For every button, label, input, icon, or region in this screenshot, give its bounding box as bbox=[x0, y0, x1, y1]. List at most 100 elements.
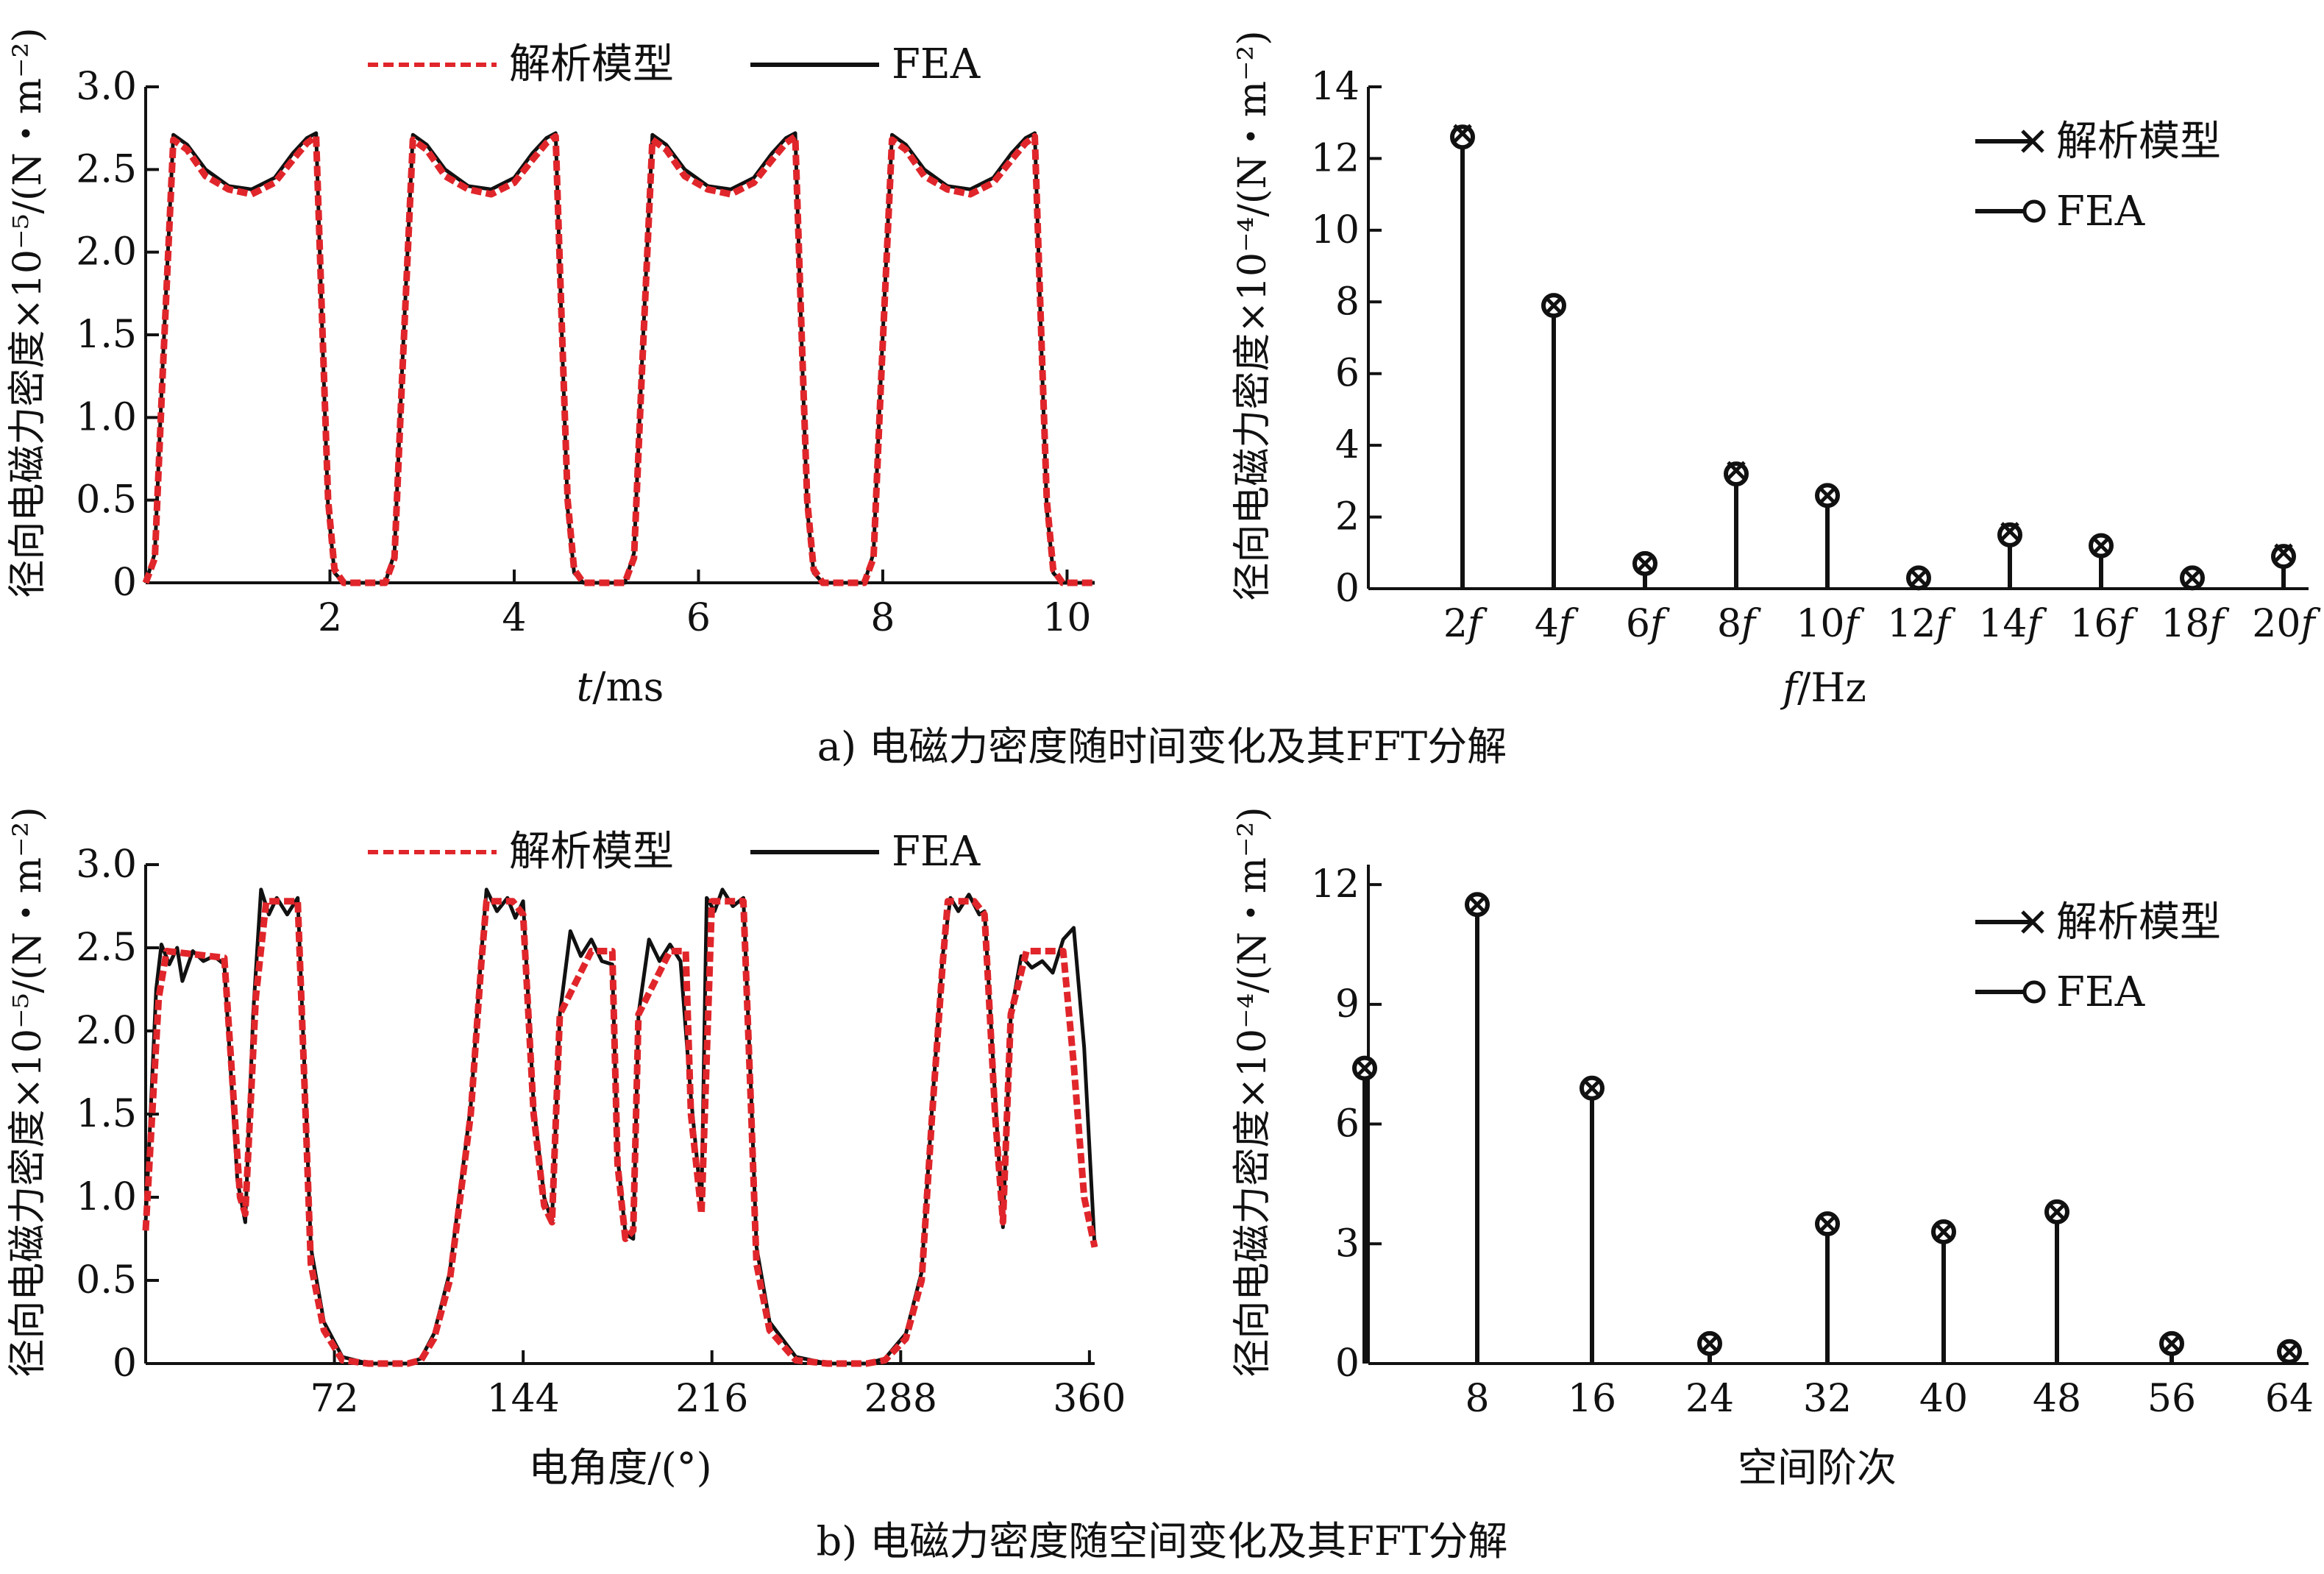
y-axis-label: 径向电磁力密度×10⁻⁴/(N・m⁻²) bbox=[1231, 807, 1275, 1377]
stem-fea-marker bbox=[1997, 522, 2022, 547]
legend-analytic-label: 解析模型 bbox=[2056, 898, 2221, 946]
y-tick-label: 1.5 bbox=[76, 1092, 137, 1136]
stem-analytic-marker bbox=[2280, 1341, 2299, 1361]
stem-analytic-marker bbox=[1909, 568, 1928, 588]
x-tick-label: 288 bbox=[864, 1377, 937, 1421]
x-tick-label: 16 bbox=[1568, 1377, 1616, 1421]
y-axis-label: 径向电磁力密度×10⁻⁴/(N・m⁻²) bbox=[1231, 30, 1275, 600]
stem-analytic-marker bbox=[1818, 1214, 1837, 1233]
x-tick-label: 10f bbox=[1796, 602, 1864, 646]
x-tick-suffix: f bbox=[1465, 602, 1488, 646]
y-tick-label: 2.0 bbox=[76, 230, 137, 274]
x-tick-label: 8f bbox=[1717, 602, 1761, 646]
x-tick-number: 12 bbox=[1887, 602, 1936, 646]
panel-a-time-waveform: 0 0.5 1.0 1.5 2.0 2.5 3.0 2 4 6 8 10 t/ms 径向电磁力密度×10⁻… bbox=[6, 27, 1095, 710]
x-tick-suffix: f bbox=[2115, 602, 2138, 646]
stem-fea-marker bbox=[2271, 544, 2296, 570]
y-tick-label: 2.5 bbox=[76, 926, 137, 970]
x-tick-number: 20 bbox=[2252, 602, 2300, 646]
series-analytic-line bbox=[142, 898, 1098, 1367]
legend-fea-label: FEA bbox=[892, 40, 981, 88]
caption-b: b) 电磁力密度随空间变化及其FFT分解 bbox=[816, 1518, 1508, 1564]
y-tick-label: 0 bbox=[1335, 567, 1360, 611]
x-tick-suffix: f bbox=[1738, 602, 1761, 646]
legend-analytic-x-marker bbox=[2021, 130, 2044, 153]
y-tick-label: 2 bbox=[1335, 495, 1360, 539]
x-axis-label: 空间阶次 bbox=[1738, 1444, 1897, 1491]
x-axis-label-unit: /ms bbox=[592, 664, 664, 710]
y-tick-label: 0.5 bbox=[76, 1258, 137, 1302]
y-tick-label: 0 bbox=[113, 561, 137, 605]
x-tick-label: 216 bbox=[675, 1377, 748, 1421]
x-tick-label: 2f bbox=[1443, 602, 1488, 646]
x-tick-label: 4 bbox=[502, 596, 526, 640]
x-tick-number: 2 bbox=[1443, 602, 1468, 646]
stem-fea-marker bbox=[1450, 124, 1475, 150]
stem-fea-marker bbox=[1724, 461, 1749, 487]
x-tick-label: 6 bbox=[686, 596, 711, 640]
legend-analytic-label: 解析模型 bbox=[509, 828, 674, 876]
y-tick-label: 6 bbox=[1335, 352, 1360, 396]
x-tick-label: 56 bbox=[2147, 1377, 2196, 1421]
stem-analytic-marker bbox=[1355, 1058, 1374, 1078]
y-tick-label: 1.5 bbox=[76, 313, 137, 357]
series-fea-line bbox=[143, 131, 1095, 585]
stem-analytic-marker bbox=[1453, 124, 1472, 143]
x-tick-label: 16f bbox=[2069, 602, 2138, 646]
x-tick-suffix: f bbox=[2206, 602, 2229, 646]
y-tick-label: 3 bbox=[1335, 1222, 1360, 1266]
stem-analytic-marker bbox=[2047, 1202, 2067, 1222]
y-tick-label: 10 bbox=[1311, 208, 1360, 252]
x-tick-label: 18f bbox=[2161, 602, 2229, 646]
y-axis-label: 径向电磁力密度×10⁻⁵/(N・m⁻²) bbox=[6, 27, 50, 598]
x-tick-suffix: f bbox=[2298, 602, 2320, 646]
y-tick-label: 3.0 bbox=[76, 843, 137, 887]
stem-analytic-marker bbox=[1727, 461, 1746, 481]
legend-fea-label: FEA bbox=[2056, 188, 2145, 235]
x-axis-label: 电角度/(°) bbox=[528, 1444, 711, 1491]
x-tick-label: 10 bbox=[1042, 596, 1091, 640]
x-tick-label: 6f bbox=[1626, 602, 1670, 646]
legend-analytic-x-marker bbox=[2021, 910, 2044, 934]
x-tick-label: 32 bbox=[1803, 1377, 1852, 1421]
y-tick-label: 2.5 bbox=[76, 147, 137, 191]
x-tick-label: 12f bbox=[1887, 602, 1955, 646]
stem-analytic-marker bbox=[1582, 1078, 1602, 1098]
x-tick-label: 20f bbox=[2252, 602, 2320, 646]
x-tick-number: 10 bbox=[1796, 602, 1844, 646]
stem-analytic-marker bbox=[2162, 1334, 2181, 1353]
stem-analytic-marker bbox=[1544, 296, 1563, 315]
x-tick-label: 40 bbox=[1919, 1377, 1968, 1421]
y-tick-label: 1.0 bbox=[76, 395, 137, 439]
legend-analytic-label: 解析模型 bbox=[509, 40, 674, 88]
legend-fea-label: FEA bbox=[892, 828, 981, 876]
y-tick-label: 14 bbox=[1311, 65, 1360, 109]
y-tick-label: 0.5 bbox=[76, 478, 137, 522]
x-tick-suffix: f bbox=[1841, 602, 1864, 646]
stem-analytic-marker bbox=[1934, 1222, 1953, 1241]
x-axis-label-var: t bbox=[577, 664, 593, 710]
y-tick-label: 1.0 bbox=[76, 1175, 137, 1219]
y-tick-label: 0 bbox=[113, 1341, 137, 1386]
legend-fea-o-marker bbox=[2022, 199, 2046, 223]
series-analytic-line bbox=[142, 132, 1095, 586]
x-tick-label: 64 bbox=[2265, 1377, 2314, 1421]
x-tick-label: 14f bbox=[1978, 602, 2047, 646]
x-tick-label: 4f bbox=[1535, 602, 1579, 646]
x-tick-number: 14 bbox=[1978, 602, 2027, 646]
x-tick-label: 8 bbox=[1465, 1377, 1489, 1421]
x-tick-suffix: f bbox=[1933, 602, 1955, 646]
x-tick-number: 6 bbox=[1626, 602, 1650, 646]
stem-analytic-marker bbox=[1818, 486, 1837, 506]
x-tick-number: 4 bbox=[1535, 602, 1559, 646]
stem-analytic-marker bbox=[2000, 522, 2019, 541]
x-tick-label: 24 bbox=[1685, 1377, 1734, 1421]
x-tick-suffix: f bbox=[2024, 602, 2047, 646]
x-tick-label: 72 bbox=[310, 1377, 358, 1421]
y-tick-label: 12 bbox=[1311, 862, 1360, 907]
x-axis-label: f/Hz bbox=[1780, 664, 1866, 711]
x-tick-label: 2 bbox=[318, 596, 342, 640]
stem-analytic-marker bbox=[2183, 568, 2202, 588]
